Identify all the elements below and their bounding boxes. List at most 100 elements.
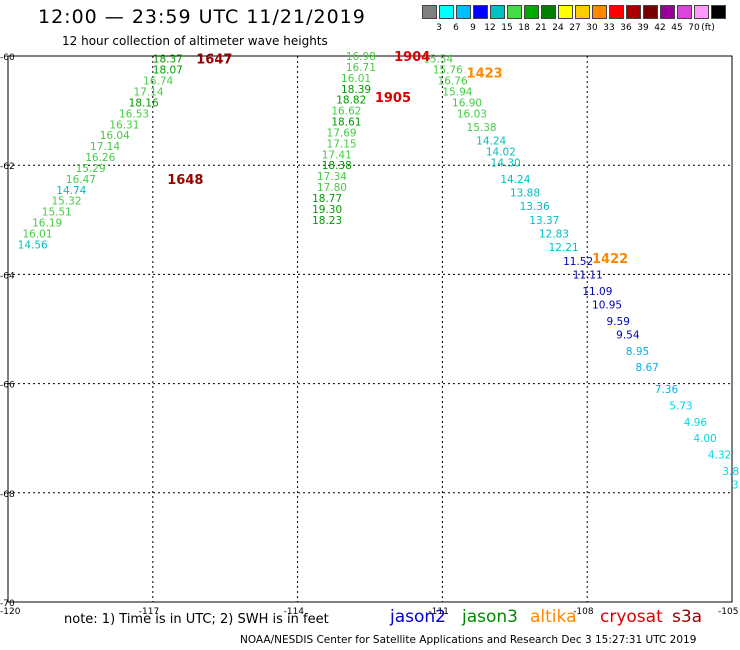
swh-value-label: 18.39 (341, 84, 371, 96)
swh-value-label: 16.98 (346, 51, 376, 63)
scale-unit: (ft) (701, 23, 715, 33)
scale-label: 27 (569, 23, 581, 33)
scale-label: 24 (552, 23, 564, 33)
scale-label: 33 (603, 23, 615, 33)
swh-value-label: 14.24 (500, 174, 530, 186)
scale-label: 18 (518, 23, 530, 33)
swh-value-label: 7.36 (655, 384, 679, 396)
swh-value-label: 19.30 (312, 204, 342, 216)
swh-value-label: 15.54 (423, 54, 453, 66)
swh-value-label: 15.76 (433, 65, 463, 77)
swh-value-label: 18.37 (153, 54, 183, 66)
swh-value-label: 18.23 (312, 215, 342, 227)
swh-value-label: 14.02 (486, 147, 516, 159)
swh-value-label: 17.41 (322, 149, 352, 161)
swh-value-label: 18.82 (336, 95, 366, 107)
scale-swatch (660, 5, 675, 19)
swh-value-label: 17.69 (327, 127, 357, 139)
swh-value-label: 8.67 (635, 362, 658, 374)
swh-value-label: 18.61 (331, 117, 361, 129)
scale-swatch (541, 5, 556, 19)
swh-value-label: 15.32 (51, 196, 81, 208)
scale-swatch (626, 5, 641, 19)
swh-value-label: 3.4 (732, 480, 740, 492)
swh-value-label: 16.31 (109, 119, 139, 131)
swh-value-label: 18.16 (129, 97, 159, 109)
swh-value-label: 11.09 (582, 286, 612, 298)
scale-label: 12 (484, 23, 496, 33)
swh-value-label: 18.38 (322, 160, 352, 172)
x-tick-label: -105 (718, 607, 738, 617)
swh-value-label: 16.01 (22, 228, 52, 240)
scale-label: 39 (637, 23, 649, 33)
swh-value-label: 16.04 (100, 130, 130, 142)
satellite-legend-cryosat: cryosat (600, 607, 663, 627)
scale-label: 45 (671, 23, 683, 33)
y-tick-label: -64 (0, 271, 15, 281)
chart-subtitle: 12 hour collection of altimeter wave hei… (62, 34, 328, 48)
scale-swatch (422, 5, 437, 19)
pass-time-label: 1904 (394, 50, 430, 65)
swh-value-label: 17.15 (327, 138, 357, 150)
swh-value-label: 4.32 (708, 450, 731, 462)
swh-value-label: 15.38 (467, 122, 497, 134)
swh-value-label: 15.51 (42, 207, 72, 219)
scale-swatch (643, 5, 658, 19)
swh-value-label: 9.59 (607, 316, 630, 328)
scale-swatch (558, 5, 573, 19)
y-tick-label: -60 (0, 53, 15, 63)
swh-value-label: 8.95 (626, 346, 649, 358)
swh-value-label: 16.71 (346, 62, 376, 74)
swh-value-label: 3.88 (722, 466, 740, 478)
scale-swatch (507, 5, 522, 19)
pass-time-label: 1422 (592, 252, 628, 267)
x-tick-label: -114 (284, 607, 305, 617)
swh-value-label: 15.94 (442, 86, 472, 98)
footer-credit: NOAA/NESDIS Center for Satellite Applica… (240, 634, 697, 646)
swh-value-label: 15.29 (76, 163, 106, 175)
satellite-legend-jason3: jason3 (462, 607, 518, 627)
swh-value-label: 12.83 (539, 228, 569, 240)
scale-swatch (439, 5, 454, 19)
swh-value-label: 16.76 (438, 76, 468, 88)
y-tick-label: -62 (0, 162, 15, 172)
chart-title: 12:00 — 23:59 UTC 11/21/2019 (38, 6, 366, 28)
scale-swatch (490, 5, 505, 19)
swh-value-label: 16.47 (66, 174, 96, 186)
x-tick-label: -108 (573, 607, 594, 617)
x-tick-label: -111 (428, 607, 448, 617)
pass-time-label: 1423 (467, 66, 503, 81)
pass-time-label: 1647 (196, 53, 232, 68)
swh-value-label: 17.14 (133, 86, 163, 98)
swh-value-label: 11.52 (563, 256, 593, 268)
scale-label: 30 (586, 23, 598, 33)
swh-value-label: 17.14 (90, 141, 120, 153)
note-text: note: 1) Time is in UTC; 2) SWH is in fe… (64, 612, 329, 627)
scale-label: 9 (470, 23, 476, 33)
scale-swatch (711, 5, 726, 19)
swh-value-label: 18.77 (312, 193, 342, 205)
swh-value-label: 17.80 (317, 182, 347, 194)
plot-frame (7, 55, 733, 603)
swh-value-label: 9.54 (616, 329, 640, 341)
x-tick-label: -117 (139, 607, 159, 617)
swh-value-label: 14.74 (56, 185, 86, 197)
pass-time-label: 1648 (167, 173, 203, 188)
swh-value-label: 17.34 (317, 171, 347, 183)
scale-label: 6 (453, 23, 459, 33)
swh-value-label: 13.88 (510, 188, 540, 200)
satellite-legend-altika: altika (530, 607, 577, 627)
swh-value-label: 14.24 (476, 136, 506, 148)
swh-value-label: 13.36 (520, 201, 550, 213)
scale-swatch (524, 5, 539, 19)
scale-label: 21 (535, 23, 547, 33)
swh-value-label: 16.26 (85, 152, 115, 164)
satellite-legend-jason2: jason2 (390, 607, 446, 627)
swh-value-label: 4.96 (684, 417, 708, 429)
swh-value-label: 16.03 (457, 108, 487, 120)
scale-swatch (592, 5, 607, 19)
pass-time-label: 1905 (375, 91, 411, 106)
x-tick-label: -120 (0, 607, 21, 617)
